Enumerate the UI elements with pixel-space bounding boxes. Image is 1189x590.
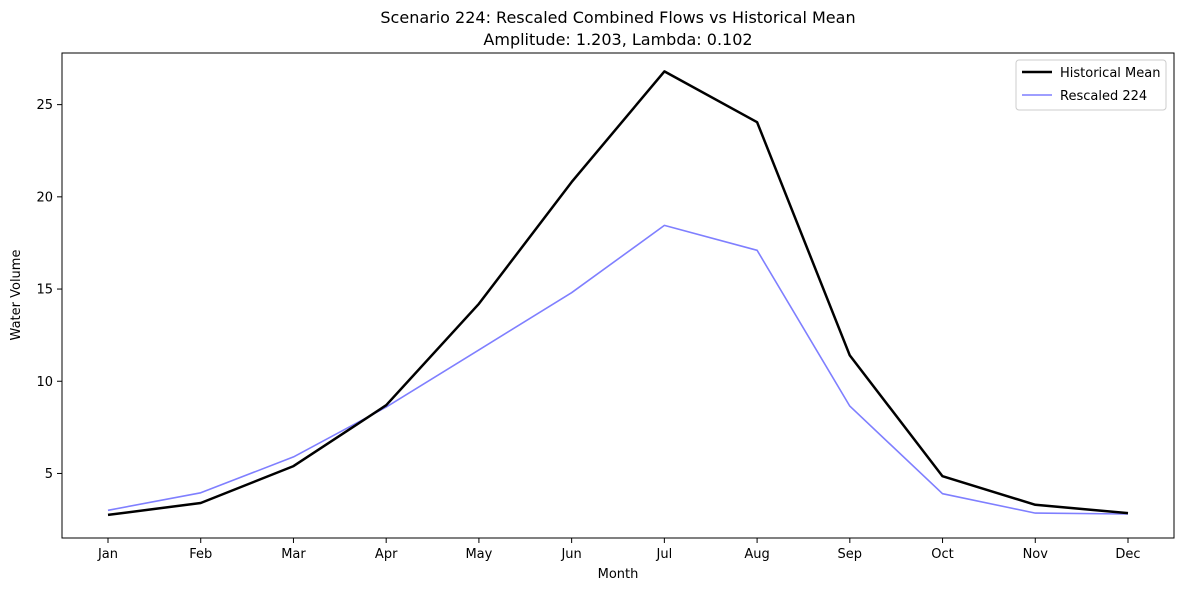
series-lines — [107, 70, 1129, 517]
chart-subtitle: Amplitude: 1.203, Lambda: 0.102 — [483, 30, 752, 49]
series-line-historical-mean — [107, 70, 1129, 517]
legend: Historical Mean Rescaled 224 — [1015, 59, 1167, 111]
y-tick-label: 15 — [36, 283, 53, 298]
x-tick-label: Jul — [656, 547, 673, 562]
x-tick-label: Mar — [281, 547, 306, 562]
x-tick-label: Oct — [931, 547, 953, 562]
x-tick-label: Jan — [97, 547, 118, 562]
x-tick-label: Apr — [375, 547, 398, 562]
y-tick-label: 20 — [36, 190, 53, 205]
chart-title: Scenario 224: Rescaled Combined Flows vs… — [380, 8, 855, 27]
x-tick-label: Sep — [838, 547, 863, 562]
y-axis-ticks: 5 10 15 20 25 — [36, 98, 62, 482]
plot-area — [61, 52, 1175, 539]
x-axis-ticks: Jan Feb Mar Apr May Jun Jul Aug Sep Oct Nov Dec — [97, 538, 1141, 562]
x-tick-label: May — [465, 547, 492, 562]
x-tick-label: Dec — [1115, 547, 1140, 562]
legend-box — [1015, 59, 1167, 111]
x-axis-label: Month — [598, 567, 639, 582]
legend-label-historical-mean: Historical Mean — [1060, 66, 1160, 81]
legend-label-rescaled-224: Rescaled 224 — [1060, 89, 1147, 104]
y-axis-label: Water Volume — [9, 250, 24, 341]
series-line-rescaled-224 — [107, 224, 1129, 515]
x-tick-label: Jun — [560, 547, 581, 562]
x-tick-label: Nov — [1023, 547, 1049, 562]
x-tick-label: Feb — [189, 547, 212, 562]
y-tick-label: 25 — [36, 98, 53, 113]
x-tick-label: Aug — [744, 547, 769, 562]
y-tick-label: 10 — [36, 375, 53, 390]
y-tick-label: 5 — [45, 467, 53, 482]
